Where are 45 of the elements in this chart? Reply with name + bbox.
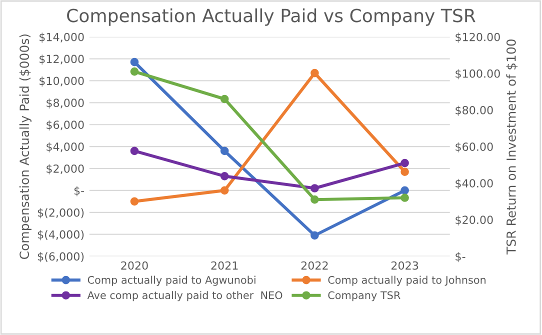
y-tick-label: $2,000 [46,164,84,174]
y-tick-label: $14,000 [40,32,84,43]
y2-tick-label: $40.00 [456,178,493,189]
y-tick-label: $8,000 [46,98,84,109]
y2-tick-label: $80.00 [456,106,493,116]
point [130,197,139,206]
y-tick-label: $(6,000) [38,252,84,262]
y2-tick-label: $20.00 [456,215,493,226]
point [220,186,229,195]
y-tick-label: $4,000 [46,142,84,152]
y-tick-label: $(2,000) [38,208,84,218]
y-tick-label: $- [74,186,84,196]
legend-label: Ave comp actually paid to other NEO [87,291,282,302]
legend-label: Comp actually paid to Agwunobi [88,276,256,286]
point [310,184,319,192]
y2-tick-label: $- [456,252,466,262]
point [220,146,229,156]
point [310,195,319,204]
x-tick-label: 2021 [211,261,238,270]
y-tick-label: $12,000 [40,54,84,65]
y-axis-title: Compensation Actually Paid ($000s) [19,34,32,260]
x-tick-label: 2022 [301,261,328,270]
y2-tick-label: $120.00 [456,32,500,43]
point [130,67,139,76]
y-tick-label: $6,000 [46,120,84,130]
x-tick-label: 2023 [391,261,418,270]
point [220,172,229,180]
point [130,146,139,156]
point [310,231,319,240]
legend-label: Company TSR [328,291,400,302]
x-tick-label: 2020 [121,261,148,270]
point [400,168,409,176]
point [220,94,229,104]
point [400,158,409,168]
chart-title: Compensation Actually Paid vs Company TSR [67,8,476,26]
point [310,68,319,78]
point [400,186,409,195]
y2-tick-label: $60.00 [456,142,493,152]
y2-axis-title: TSR Return on Investment of $100 [506,39,518,255]
point [400,194,409,202]
y-tick-label: $(4,000) [38,230,84,240]
point [130,58,139,66]
y-tick-label: $10,000 [40,76,84,87]
y2-tick-label: $100.00 [456,69,500,80]
legend-label: Comp actually paid to Johnson [328,276,486,286]
